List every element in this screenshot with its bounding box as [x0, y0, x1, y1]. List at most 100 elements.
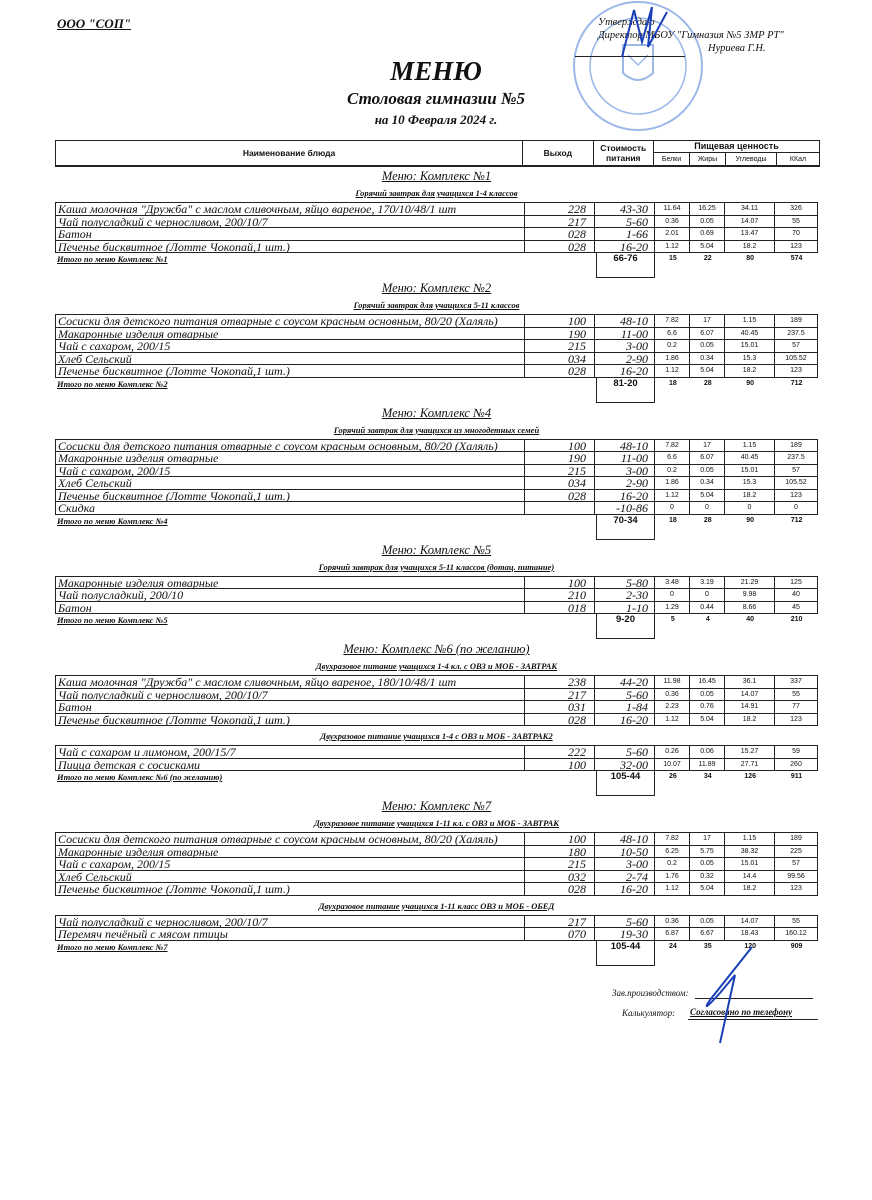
- dish-cost: 16-20: [595, 713, 655, 726]
- dish-carbs: 14.4: [725, 870, 775, 883]
- dish-protein: 1.76: [655, 870, 690, 883]
- dish-cost: 48-10: [595, 833, 655, 846]
- dish-cost: 3-00: [595, 858, 655, 871]
- dish-cost: 5-60: [595, 688, 655, 701]
- dish-kcal: 237.5: [775, 452, 818, 465]
- total-fat: 22: [703, 255, 712, 262]
- dish-name: Чай полусладкий с черносливом, 200/10/7: [55, 915, 525, 928]
- dish-output: 180: [525, 845, 595, 858]
- dish-protein: 0: [655, 589, 690, 602]
- dish-fat: 17: [690, 833, 725, 846]
- dish-output: 100: [525, 315, 595, 328]
- table-row: Скидка -10-86 0 0 0 0: [55, 502, 818, 515]
- dish-carbs: 38.32: [725, 845, 775, 858]
- dish-name: Чай с сахаром, 200/15: [55, 464, 525, 477]
- menu-table: Сосиски для детского питания отварные с …: [55, 438, 818, 515]
- dish-kcal: 123: [775, 713, 818, 726]
- dish-fat: 0.05: [690, 340, 725, 353]
- table-row: Сосиски для детского питания отварные с …: [55, 439, 818, 452]
- dish-cost: -10-86: [595, 502, 655, 515]
- total-protein: 18: [668, 379, 677, 387]
- dish-name: Сосиски для детского питания отварные с …: [55, 439, 525, 452]
- dish-output: 028: [525, 883, 595, 896]
- group-title: Горячий завтрак для учащихся 5-11 классо…: [318, 561, 555, 572]
- dish-fat: 0.34: [690, 477, 725, 490]
- total-kcal: 210: [790, 616, 803, 623]
- dish-protein: 1.12: [655, 713, 690, 726]
- dish-cost: 5-80: [595, 576, 655, 589]
- dish-cost: 2-74: [595, 870, 655, 883]
- dish-protein: 0.26: [655, 746, 690, 759]
- dish-kcal: 45: [775, 601, 818, 614]
- dish-carbs: 0: [725, 502, 775, 515]
- table-row: Батон 031 1-84 2.23 0.76 14.91 77: [55, 701, 818, 714]
- dish-carbs: 36.1: [725, 676, 775, 689]
- menu-table: Чай полусладкий с черносливом, 200/10/7 2…: [55, 914, 818, 941]
- dish-protein: 11.64: [655, 203, 690, 216]
- total-carbs: 40: [746, 616, 755, 623]
- dish-name: Печенье бисквитное (Лотте Чокопай,1 шт.): [55, 240, 525, 253]
- production-signature-line: [695, 998, 813, 999]
- dish-cost: 10-50: [595, 845, 655, 858]
- dish-output: 190: [525, 452, 595, 465]
- dish-carbs: 15.01: [725, 858, 775, 871]
- section-title: Меню: Комплекс №2: [381, 281, 492, 295]
- dish-output: 215: [525, 464, 595, 477]
- dish-name: Печенье бисквитное (Лотте Чокопай,1 шт.): [55, 365, 525, 378]
- dish-output: 070: [525, 928, 595, 941]
- menu-section: Меню: Комплекс №5 Горячий завтрак для уча…: [55, 543, 818, 639]
- dish-protein: 3.48: [655, 576, 690, 589]
- dish-carbs: 13.47: [725, 228, 775, 241]
- dish-kcal: 57: [775, 858, 818, 871]
- dish-cost: 16-20: [595, 883, 655, 896]
- dish-cost: 11-00: [595, 327, 655, 340]
- dish-fat: 5.04: [690, 489, 725, 502]
- table-row: Батон 028 1-66 2.01 0.69 13.47 70: [55, 228, 818, 241]
- dish-fat: 0.05: [690, 688, 725, 701]
- dish-fat: 0.34: [690, 352, 725, 365]
- menu-section: Меню: Комплекс №2 Горячий завтрак для уча…: [55, 282, 818, 403]
- header-protein: Белки: [654, 153, 690, 165]
- total-kcal: 712: [790, 379, 803, 387]
- header-cost: Стоимость питания: [594, 141, 654, 165]
- table-row: Чай с сахаром, 200/15 215 3-00 0.2 0.05 15.01…: [55, 340, 818, 353]
- dish-fat: 0.05: [690, 464, 725, 477]
- dish-protein: 0.2: [655, 464, 690, 477]
- dish-cost: 48-10: [595, 439, 655, 452]
- group-title: Горячий завтрак для учащихся 1-4 классов: [355, 188, 518, 198]
- total-fat: 34: [703, 773, 712, 780]
- dish-fat: 6.07: [690, 327, 725, 340]
- dish-protein: 6.87: [655, 928, 690, 941]
- group-title: Двухразовое питание учащихся 1-4 кл. с О…: [315, 661, 558, 671]
- calculator-signature-line: [688, 1019, 818, 1020]
- dish-kcal: 123: [775, 240, 818, 253]
- total-kcal: 712: [790, 516, 803, 524]
- total-label: Итого по меню Комплекс №5: [57, 615, 168, 625]
- dish-kcal: 237.5: [775, 327, 818, 340]
- table-row: Макаронные изделия отварные 180 10-50 6.25 5…: [55, 845, 818, 858]
- dish-kcal: 99.56: [775, 870, 818, 883]
- group-title: Двухразовое питание учащихся 1-11 кл. с …: [313, 818, 560, 828]
- manager-signature: [705, 946, 753, 1044]
- section-total: Итого по меню Комплекс №5 9-20 5 4 40 210: [55, 614, 818, 639]
- dish-carbs: 1.15: [725, 833, 775, 846]
- dish-fat: 3.19: [690, 576, 725, 589]
- approval-signature-line: [575, 56, 685, 57]
- dish-output: 238: [525, 676, 595, 689]
- header-nutrition: Пищевая ценность Белки Жиры Углеводы ККа…: [654, 141, 819, 165]
- dish-fat: 0.05: [690, 215, 725, 228]
- dish-output: 210: [525, 589, 595, 602]
- group-title: Двухразовое питание учащихся 1-11 класс …: [318, 900, 555, 911]
- section-total: Итого по меню Комплекс №1 66-76 15 22 80 574: [55, 253, 818, 278]
- menu-sections: Меню: Комплекс №1 Горячий завтрак для уча…: [55, 166, 818, 966]
- dish-cost: 1-84: [595, 701, 655, 714]
- dish-kcal: 123: [775, 365, 818, 378]
- dish-protein: 6.6: [655, 452, 690, 465]
- section-title: Меню: Комплекс №7: [381, 799, 492, 813]
- dish-cost: 16-20: [595, 240, 655, 253]
- dish-fat: 0.44: [690, 601, 725, 614]
- dish-protein: 1.12: [655, 365, 690, 378]
- dish-output: 028: [525, 713, 595, 726]
- table-row: Батон 018 1-10 1.29 0.44 8.66 45: [55, 601, 818, 614]
- dish-name: Чай полусладкий с черносливом, 200/10/7: [55, 215, 525, 228]
